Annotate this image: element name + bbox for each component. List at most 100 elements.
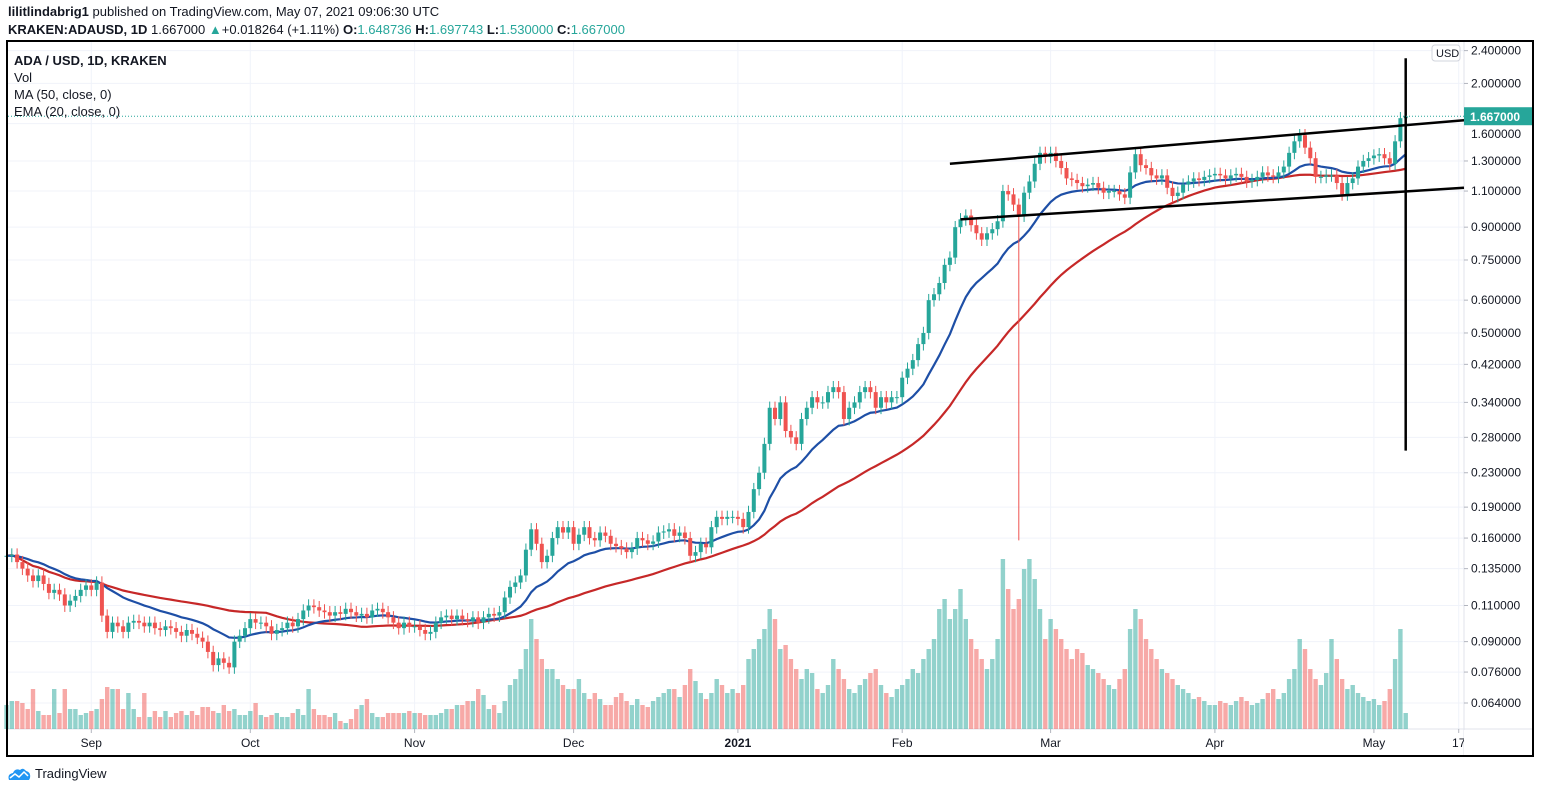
volume-bar <box>163 711 168 729</box>
legend-title[interactable]: ADA / USD, 1D, KRAKEN <box>14 53 167 68</box>
candle-body <box>190 630 194 634</box>
candle-body <box>810 397 815 408</box>
candle <box>492 607 497 623</box>
volume-bar <box>99 699 105 729</box>
candle-body <box>820 402 825 404</box>
candle-body <box>889 397 894 403</box>
candle-body <box>89 585 94 590</box>
legend-vol[interactable]: Vol <box>14 70 33 85</box>
volume-bar <box>348 719 354 729</box>
candle <box>1202 170 1207 187</box>
candle-body <box>953 227 958 258</box>
candle <box>190 623 194 641</box>
candle-body <box>947 257 952 265</box>
candle-body <box>285 622 290 629</box>
candle <box>582 520 587 542</box>
volume-bar <box>703 699 709 729</box>
volume-bar <box>364 699 370 729</box>
candle <box>20 555 25 576</box>
volume-bar <box>672 689 677 729</box>
volume-bar <box>640 705 645 729</box>
volume-bar <box>693 681 698 729</box>
candle-body <box>963 215 968 220</box>
candle-body <box>937 282 942 295</box>
legend-ma[interactable]: MA (50, close, 0) <box>14 87 112 102</box>
volume-bar <box>815 689 820 729</box>
candle-body <box>1255 176 1260 180</box>
candle <box>1075 173 1080 190</box>
candle-body <box>1112 191 1117 193</box>
candle <box>942 258 947 290</box>
candle-body <box>280 628 285 631</box>
volume-bar <box>539 659 544 729</box>
candle-body <box>142 622 147 627</box>
volume-bar <box>1138 619 1143 729</box>
author-name[interactable]: lilitlindabrig1 <box>8 4 89 19</box>
candle <box>152 616 157 635</box>
candle <box>94 576 99 597</box>
y-tick-label: 0.190000 <box>1471 500 1521 514</box>
volume-bar <box>285 717 290 729</box>
y-tick-label: 1.100000 <box>1471 184 1521 198</box>
candle-body <box>985 233 989 240</box>
volume-bar <box>279 717 285 729</box>
volume-bar <box>1186 693 1191 729</box>
volume-bar <box>979 659 984 729</box>
candle-body <box>317 607 322 611</box>
y-tick-label: 1.600000 <box>1471 127 1521 141</box>
candle <box>68 594 73 612</box>
candle <box>550 531 555 563</box>
candle <box>1032 157 1037 188</box>
candle <box>338 605 343 621</box>
candle <box>1382 147 1387 165</box>
candle <box>179 625 184 643</box>
candle-body <box>1053 152 1058 161</box>
price-change: +0.018264 (+1.11%) <box>221 22 340 37</box>
volume-bar <box>725 693 730 729</box>
volume-bar <box>677 697 682 729</box>
candle-body <box>1371 155 1376 159</box>
volume-bar <box>603 705 608 729</box>
candle-body <box>603 532 608 536</box>
candle <box>995 215 1000 236</box>
candle <box>1080 176 1085 193</box>
volume-bar <box>131 709 136 729</box>
volume-bar <box>57 713 62 729</box>
volume-bar <box>645 707 650 729</box>
candle-body <box>857 392 862 403</box>
candle-body <box>916 344 921 361</box>
volume-bar <box>343 723 348 729</box>
candle-body <box>592 538 597 541</box>
candle-body <box>672 529 677 536</box>
volume-bar <box>735 693 741 729</box>
candle <box>614 537 618 553</box>
volume-bar <box>1037 609 1043 729</box>
volume-bar <box>746 659 751 729</box>
candle-body <box>232 641 237 668</box>
currency-badge: USD <box>1431 44 1461 62</box>
candle-body <box>1138 154 1143 166</box>
candle <box>274 623 279 641</box>
volume-bar <box>1292 669 1297 729</box>
candle-body <box>1228 175 1233 179</box>
candle <box>184 623 189 643</box>
candle <box>52 583 57 600</box>
candle <box>216 652 221 672</box>
legend-ema[interactable]: EMA (20, close, 0) <box>14 104 121 119</box>
candle <box>672 523 677 543</box>
tradingview-logo[interactable]: TradingView <box>7 766 107 781</box>
candle <box>1117 184 1122 201</box>
volume-bar <box>915 673 921 729</box>
volume-bar <box>401 713 407 729</box>
candle <box>1366 152 1371 168</box>
volume-bar <box>534 639 539 729</box>
candle-body <box>407 622 412 627</box>
candle-body <box>1207 175 1212 177</box>
candle <box>311 599 316 614</box>
volume-bar <box>1371 699 1377 729</box>
candle-body <box>709 527 714 548</box>
candle <box>1038 146 1042 171</box>
volume-bar <box>1387 689 1392 729</box>
candle <box>571 520 576 551</box>
